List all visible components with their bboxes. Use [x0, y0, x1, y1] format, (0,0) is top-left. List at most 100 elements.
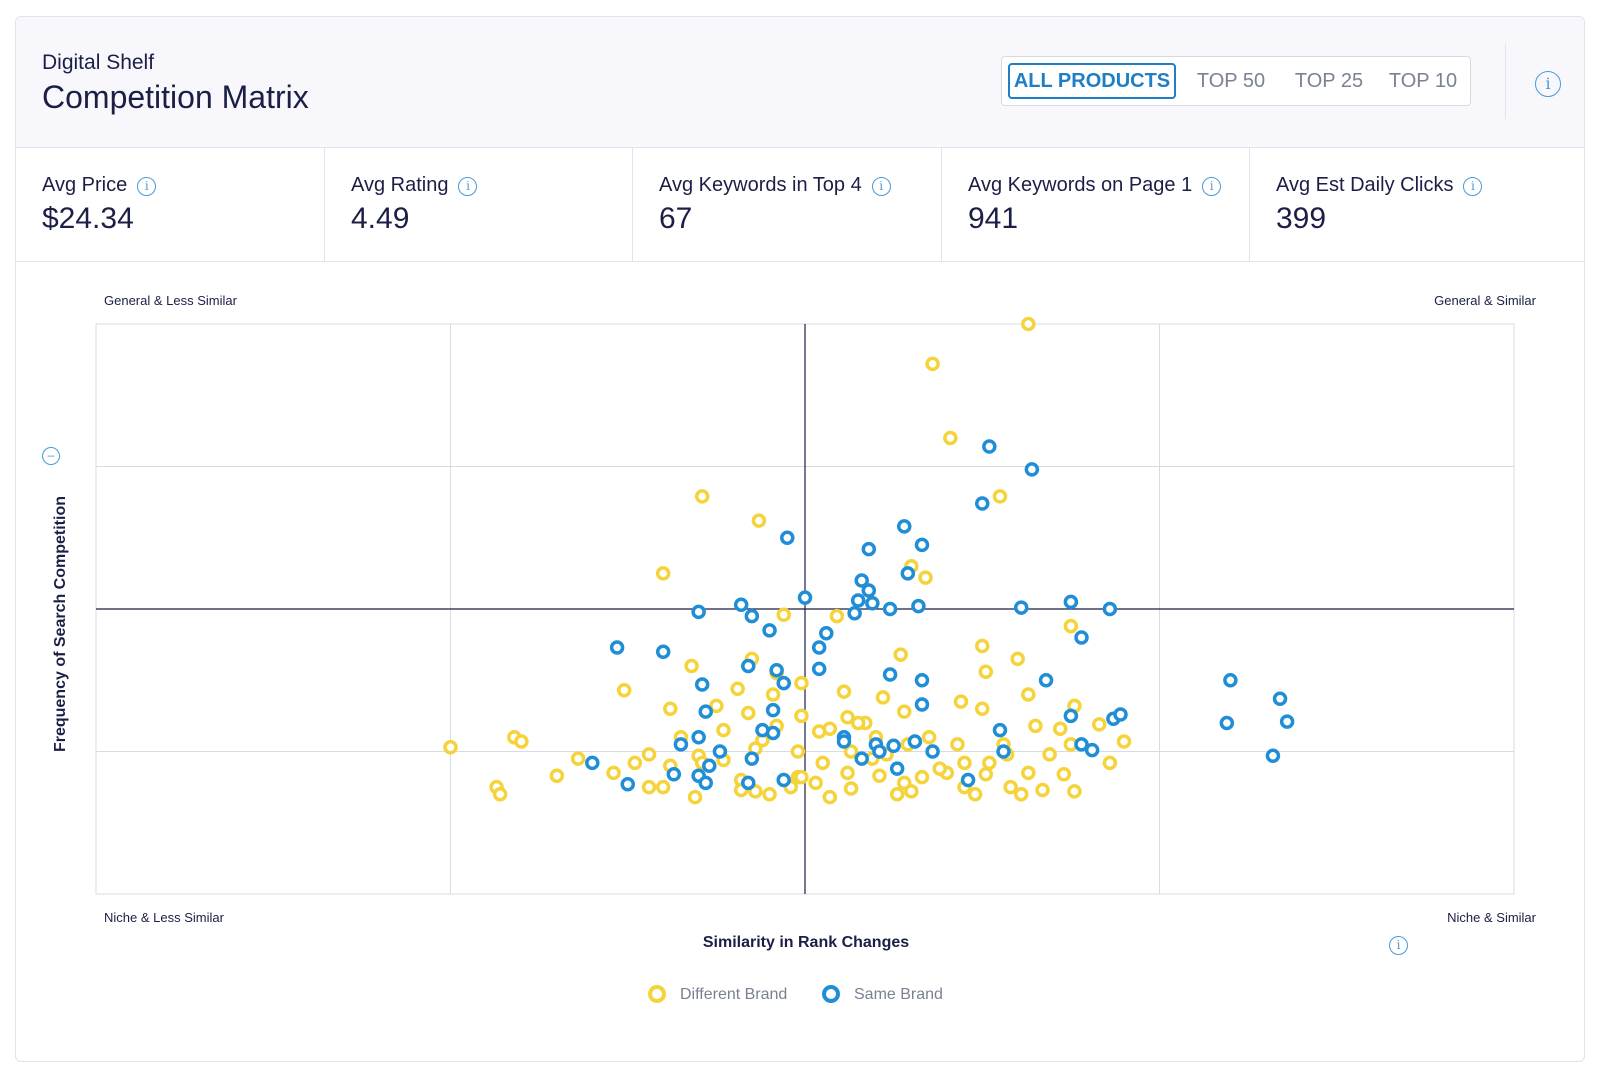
- point-same-brand: [755, 722, 770, 738]
- point-different-brand: [443, 739, 458, 755]
- point-same-brand: [733, 597, 749, 612]
- header-divider: [1505, 43, 1506, 119]
- x-axis-label: Similarity in Rank Changes: [702, 934, 910, 951]
- point-different-brand: [897, 704, 912, 719]
- point-different-brand: [684, 658, 699, 674]
- point-different-brand: [716, 722, 731, 738]
- point-different-brand: [1063, 618, 1079, 634]
- point-same-brand: [861, 583, 877, 598]
- point-different-brand: [840, 710, 855, 725]
- info-icon[interactable]: i: [871, 177, 891, 196]
- point-different-brand: [765, 687, 781, 702]
- point-different-brand: [776, 607, 791, 622]
- point-same-brand: [811, 661, 827, 677]
- point-same-brand: [975, 496, 990, 511]
- point-same-brand: [666, 767, 682, 782]
- point-different-brand: [794, 675, 809, 691]
- point-different-brand: [808, 775, 823, 791]
- point-different-brand: [1042, 747, 1057, 762]
- point-same-brand: [819, 625, 834, 641]
- point-different-brand: [687, 789, 703, 805]
- point-different-brand: [811, 724, 827, 739]
- point-same-brand: [1063, 708, 1079, 724]
- info-icon[interactable]: i: [1463, 177, 1483, 196]
- point-same-brand: [744, 751, 760, 766]
- point-different-brand: [730, 681, 745, 697]
- legend-same-brand[interactable]: Same Brand: [822, 985, 943, 1004]
- point-different-brand: [843, 744, 859, 759]
- point-different-brand: [694, 489, 710, 504]
- point-different-brand: [1028, 718, 1043, 734]
- point-same-brand: [780, 530, 795, 545]
- point-same-brand: [1102, 601, 1118, 617]
- point-same-brand: [992, 722, 1008, 738]
- info-icon[interactable]: i: [1389, 936, 1408, 955]
- point-different-brand: [1056, 767, 1072, 782]
- point-different-brand: [875, 690, 891, 705]
- page-eyebrow: Digital Shelf: [42, 51, 155, 74]
- point-same-brand: [698, 704, 713, 719]
- point-different-brand: [829, 608, 845, 624]
- point-same-brand: [1219, 715, 1235, 731]
- point-different-brand: [641, 779, 657, 795]
- point-same-brand: [655, 644, 671, 659]
- point-different-brand: [957, 755, 972, 771]
- point-different-brand: [889, 787, 905, 802]
- info-icon[interactable]: i: [1202, 177, 1222, 196]
- point-same-brand: [1084, 742, 1100, 758]
- tab-all-products[interactable]: ALL PRODUCTS: [1008, 63, 1176, 99]
- legend-label: Same Brand: [854, 986, 943, 1003]
- tab-top-50[interactable]: TOP 50: [1196, 70, 1266, 92]
- point-different-brand: [872, 768, 887, 783]
- stat-value: 67: [659, 202, 693, 235]
- point-same-brand: [854, 573, 869, 588]
- stat-avg-keywords-page-1: Avg Keywords on Page 1 i 941: [942, 148, 1250, 261]
- point-same-brand: [1279, 714, 1295, 729]
- point-different-brand: [836, 684, 852, 699]
- tab-top-10[interactable]: TOP 10: [1388, 70, 1458, 92]
- info-icon[interactable]: i: [137, 177, 157, 196]
- legend-different-brand[interactable]: Different Brand: [648, 985, 787, 1004]
- point-same-brand: [882, 667, 898, 682]
- point-same-brand: [691, 604, 706, 620]
- point-different-brand: [953, 694, 969, 709]
- point-same-brand: [1074, 737, 1089, 752]
- point-different-brand: [514, 734, 529, 749]
- point-different-brand: [1052, 721, 1068, 736]
- point-different-brand: [914, 769, 930, 785]
- stat-label: Avg Rating: [351, 174, 449, 196]
- point-different-brand: [655, 779, 671, 795]
- point-same-brand: [744, 608, 760, 624]
- point-different-brand: [1010, 651, 1025, 667]
- point-same-brand: [691, 730, 706, 745]
- point-different-brand: [815, 755, 830, 771]
- card-header: Digital Shelf Competition Matrix ALL PRO…: [16, 17, 1584, 148]
- point-different-brand: [709, 698, 724, 714]
- point-same-brand: [854, 751, 869, 766]
- tab-top-25[interactable]: TOP 25: [1294, 70, 1364, 92]
- quadrant-label-bottom-right: Niche & Similar: [1447, 910, 1536, 925]
- point-different-brand: [921, 730, 937, 745]
- point-different-brand: [627, 755, 643, 771]
- point-same-brand: [907, 734, 923, 749]
- point-same-brand: [694, 677, 710, 692]
- point-different-brand: [840, 765, 855, 781]
- point-same-brand: [1063, 594, 1079, 610]
- point-different-brand: [967, 787, 983, 802]
- point-different-brand: [822, 789, 838, 805]
- point-same-brand: [1013, 600, 1029, 615]
- point-same-brand: [776, 772, 791, 788]
- point-same-brand: [1265, 748, 1281, 764]
- point-different-brand: [1116, 734, 1132, 749]
- point-different-brand: [978, 664, 994, 679]
- point-same-brand: [872, 744, 887, 759]
- point-same-brand: [900, 566, 916, 581]
- stat-label: Avg Est Daily Clicks: [1276, 174, 1454, 196]
- info-icon[interactable]: i: [458, 177, 478, 196]
- point-different-brand: [950, 737, 965, 752]
- collapse-icon[interactable]: –: [42, 447, 60, 465]
- point-same-brand: [914, 537, 930, 553]
- info-icon[interactable]: i: [1535, 71, 1561, 97]
- point-different-brand: [975, 638, 990, 654]
- point-different-brand: [1021, 687, 1036, 702]
